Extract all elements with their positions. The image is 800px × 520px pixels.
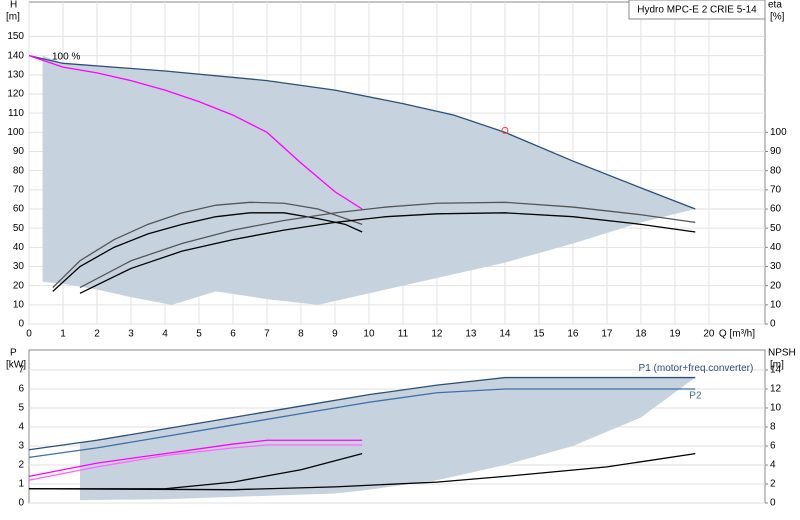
x-tick-label: 1 — [60, 329, 66, 340]
y-tick-label: 70 — [13, 184, 25, 195]
x-tick-label: 18 — [635, 329, 647, 340]
curve — [28, 444, 363, 481]
x-tick-label: 2 — [94, 329, 100, 340]
y-axis-label: H — [10, 0, 17, 11]
y-tick-label: 150 — [7, 31, 24, 42]
curve — [28, 452, 696, 491]
x-tick-label: 20 — [703, 329, 715, 340]
y-tick-label: 50 — [13, 223, 25, 234]
y-tick-label: 6 — [18, 384, 24, 395]
y-axis-label: P — [10, 348, 17, 359]
y2-axis-label: NPSH — [768, 348, 796, 359]
y2-tick-label: 70 — [770, 184, 782, 195]
x-tick-label: 17 — [601, 329, 613, 340]
y-tick-label: 1 — [18, 479, 24, 490]
x-tick-label: 16 — [567, 329, 579, 340]
curve — [52, 201, 363, 289]
operating-area — [42, 55, 696, 305]
y-tick-label: 110 — [8, 108, 24, 119]
x-tick-label: 4 — [162, 329, 168, 340]
y2-axis-label: eta — [768, 0, 782, 11]
x-tick-label: 9 — [332, 329, 338, 340]
y-tick-label: 2 — [18, 460, 24, 471]
y-tick-label: 30 — [13, 261, 25, 272]
y2-tick-label: 80 — [770, 165, 782, 176]
y-tick-label: 7 — [18, 365, 24, 376]
operating-area — [79, 377, 696, 501]
x-tick-label: 15 — [533, 329, 545, 340]
x-tick-label: 11 — [398, 329, 409, 340]
y2-tick-label: 90 — [770, 146, 782, 157]
y2-tick-label: 50 — [770, 223, 782, 234]
y-tick-label: 40 — [13, 242, 25, 253]
duty-point — [501, 126, 509, 134]
y2-tick-label: 20 — [770, 280, 782, 291]
series-label: P2 — [689, 391, 702, 402]
y-tick-label: 120 — [7, 89, 24, 100]
x-axis-label: Q [m³/h] — [719, 329, 755, 340]
x-tick-label: 7 — [264, 329, 270, 340]
y2-tick-label: 40 — [770, 242, 782, 253]
x-tick-label: 19 — [669, 329, 681, 340]
curve — [79, 212, 696, 294]
curve — [52, 212, 363, 292]
y2-tick-label: 12 — [770, 384, 782, 395]
curve — [28, 439, 363, 478]
y2-tick-label: 14 — [770, 365, 782, 376]
curve — [28, 376, 696, 451]
y-axis-unit: [m] — [6, 12, 20, 23]
chart-title: Hydro MPC-E 2 CRIE 5-14 — [637, 5, 757, 16]
title-box — [628, 0, 766, 20]
y2-tick-label: 30 — [770, 261, 782, 272]
y2-tick-label: 10 — [770, 403, 782, 414]
x-tick-label: 3 — [128, 329, 134, 340]
curve — [28, 388, 696, 459]
series-label: P1 (motor+freq.converter) — [639, 363, 754, 374]
annotation: 100 % — [52, 52, 80, 63]
y-axis-unit: [kW] — [6, 360, 26, 371]
y2-tick-label: 10 — [770, 299, 782, 310]
x-tick-label: 12 — [431, 329, 443, 340]
y-tick-label: 0 — [18, 498, 24, 509]
y2-axis-unit: [m] — [770, 360, 784, 371]
y-tick-label: 130 — [7, 69, 24, 80]
x-tick-label: 6 — [230, 329, 236, 340]
y-tick-label: 5 — [18, 403, 24, 414]
y-tick-label: 100 — [7, 127, 24, 138]
x-tick-label: 0 — [26, 329, 32, 340]
x-tick-label: 13 — [465, 329, 477, 340]
curve — [28, 55, 363, 210]
y-tick-label: 0 — [18, 319, 24, 330]
y2-tick-label: 4 — [770, 460, 776, 471]
curve — [28, 55, 696, 210]
y2-tick-label: 0 — [770, 319, 776, 330]
y2-tick-label: 6 — [770, 441, 776, 452]
y2-tick-label: 8 — [770, 422, 776, 433]
x-tick-label: 5 — [196, 329, 202, 340]
y2-tick-label: 100 — [770, 127, 787, 138]
x-tick-label: 14 — [499, 329, 511, 340]
y-tick-label: 10 — [13, 299, 25, 310]
y-tick-label: 90 — [13, 146, 25, 157]
y-tick-label: 60 — [13, 204, 25, 215]
y-tick-label: 3 — [18, 441, 24, 452]
y-tick-label: 4 — [18, 422, 24, 433]
x-tick-label: 8 — [298, 329, 304, 340]
x-tick-label: 10 — [363, 329, 375, 340]
y2-tick-label: 2 — [770, 479, 776, 490]
y2-tick-label: 60 — [770, 204, 782, 215]
y-tick-label: 20 — [13, 280, 25, 291]
y2-axis-unit: [%] — [770, 12, 785, 23]
y-tick-label: 140 — [7, 50, 24, 61]
y-tick-label: 80 — [13, 165, 25, 176]
curve — [79, 201, 696, 289]
y2-tick-label: 0 — [770, 498, 776, 509]
